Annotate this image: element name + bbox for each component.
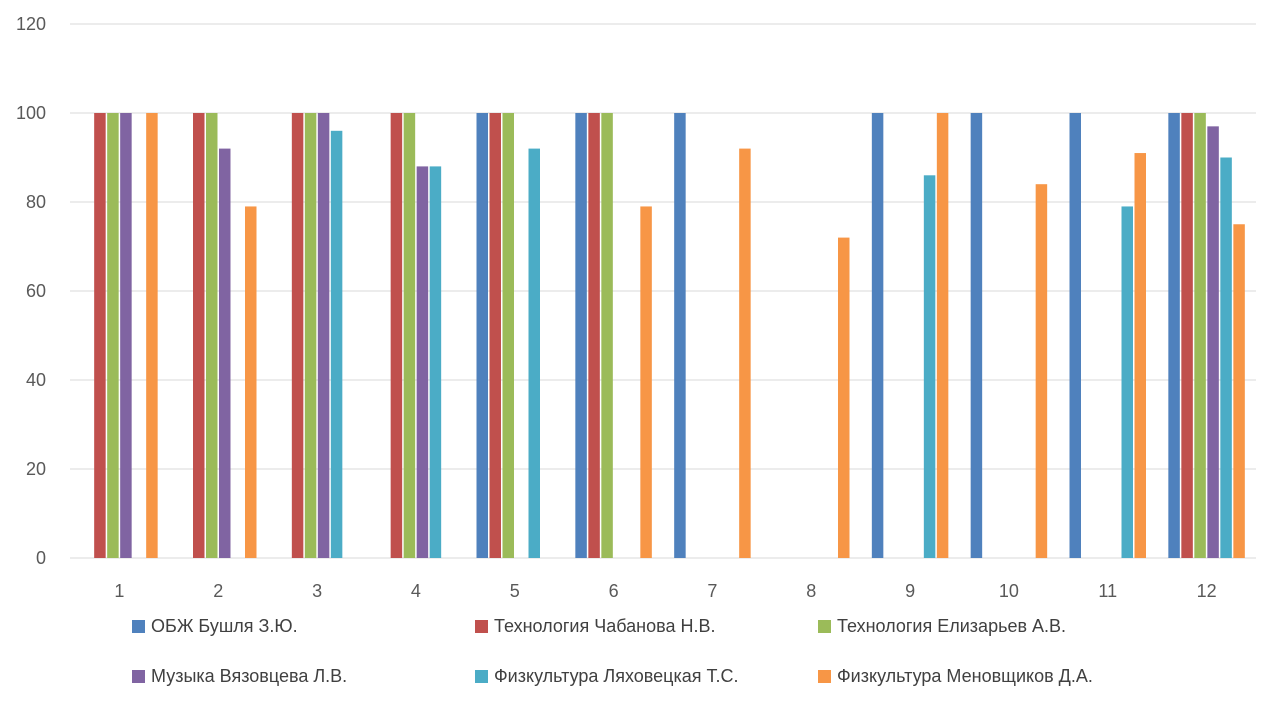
bar-series-1-cat-12 — [1168, 113, 1180, 558]
bar-series-5-cat-12 — [1220, 157, 1232, 558]
x-tick-label: 12 — [1197, 581, 1217, 601]
x-tick-label: 6 — [609, 581, 619, 601]
bar-series-5-cat-11 — [1121, 206, 1133, 558]
y-tick-label: 80 — [26, 192, 46, 212]
x-tick-label: 2 — [213, 581, 223, 601]
bar-series-6-cat-12 — [1233, 224, 1245, 558]
bar-series-6-cat-10 — [1035, 184, 1048, 558]
bar-series-6-cat-9 — [936, 113, 949, 558]
gridlines — [70, 23, 1256, 559]
bar-series-3-cat-12 — [1194, 113, 1206, 558]
x-tick-label: 7 — [707, 581, 717, 601]
bars — [94, 113, 1245, 559]
x-tick-label: 9 — [905, 581, 915, 601]
bar-series-5-cat-9 — [923, 175, 936, 559]
x-tick-label: 5 — [510, 581, 520, 601]
x-tick-label: 3 — [312, 581, 322, 601]
bar-series-3-cat-3 — [304, 113, 317, 558]
bar-series-2-cat-5 — [489, 113, 501, 558]
bar-series-6-cat-6 — [640, 206, 652, 558]
bar-series-2-cat-2 — [193, 113, 205, 558]
x-tick-label: 10 — [999, 581, 1019, 601]
bar-series-1-cat-5 — [476, 113, 488, 558]
x-tick-label: 11 — [1098, 581, 1117, 601]
y-tick-label: 40 — [26, 370, 46, 390]
bar-series-4-cat-12 — [1207, 126, 1219, 558]
y-tick-label: 100 — [16, 103, 46, 123]
bar-series-1-cat-6 — [575, 113, 587, 558]
y-axis-ticks: 0 20 40 60 80 100 120 — [16, 14, 46, 568]
bar-series-3-cat-2 — [206, 113, 218, 558]
bar-series-5-cat-4 — [429, 166, 442, 558]
bar-series-1-cat-7 — [674, 113, 686, 558]
bar-series-6-cat-11 — [1134, 153, 1146, 559]
y-tick-label: 20 — [26, 459, 46, 479]
bar-series-6-cat-1 — [146, 113, 158, 558]
bar-series-6-cat-8 — [838, 237, 850, 558]
bar-series-6-cat-7 — [739, 148, 751, 558]
bar-series-4-cat-2 — [219, 148, 231, 558]
x-tick-label: 8 — [806, 581, 816, 601]
x-tick-label: 1 — [114, 581, 124, 601]
bar-series-2-cat-6 — [588, 113, 600, 558]
bar-series-5-cat-5 — [528, 148, 540, 558]
bar-series-3-cat-4 — [403, 113, 416, 558]
bar-series-3-cat-5 — [502, 113, 514, 558]
bar-series-2-cat-4 — [390, 113, 403, 558]
bar-series-5-cat-3 — [330, 130, 343, 559]
bar-series-2-cat-12 — [1181, 113, 1193, 558]
bar-series-2-cat-3 — [291, 113, 304, 558]
bar-series-3-cat-1 — [107, 113, 119, 558]
bar-series-3-cat-6 — [601, 113, 613, 558]
y-tick-label: 0 — [36, 548, 46, 568]
bar-series-6-cat-2 — [245, 206, 257, 558]
bar-series-1-cat-9 — [871, 113, 884, 558]
bar-series-4-cat-3 — [317, 113, 330, 558]
bar-series-4-cat-1 — [120, 113, 132, 558]
bar-series-1-cat-11 — [1069, 113, 1081, 558]
y-tick-label: 120 — [16, 14, 46, 34]
y-tick-label: 60 — [26, 281, 46, 301]
x-axis-ticks: 1 2 3 4 5 6 7 8 9 10 11 12 — [114, 581, 1216, 601]
bar-series-2-cat-1 — [94, 113, 106, 558]
bar-series-1-cat-10 — [970, 113, 983, 558]
x-tick-label: 4 — [411, 581, 421, 601]
bar-series-4-cat-4 — [416, 166, 429, 558]
